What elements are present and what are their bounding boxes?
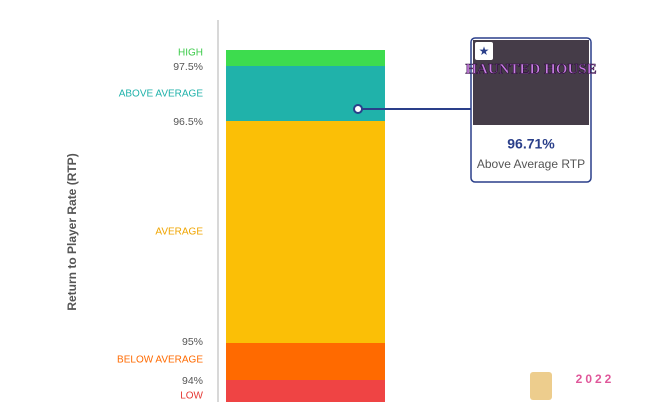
favorite-badge[interactable] (475, 42, 493, 60)
game-image-title: HAUNTED HOUSE (465, 61, 596, 77)
tick-label: 95% (182, 336, 203, 348)
rtp-caption: Above Average RTP (477, 157, 585, 171)
star-icon: ★ (479, 44, 490, 58)
band-label: BELOW AVERAGE (117, 355, 203, 366)
watermark-text: 2022 (576, 372, 615, 386)
tick-label: 96.5% (173, 116, 203, 128)
tick-label: 94% (182, 375, 203, 387)
tick-label: 97.5% (173, 61, 203, 73)
band-high (226, 50, 385, 66)
band-label: ABOVE AVERAGE (119, 89, 204, 100)
pointer-marker (353, 104, 363, 114)
band-below-average (226, 343, 385, 380)
band-average (226, 121, 385, 343)
band-low (226, 380, 385, 402)
rtp-value: 96.71% (507, 136, 555, 152)
y-axis-label: Return to Player Rate (RTP) (65, 153, 79, 310)
watermark-logo (530, 372, 552, 400)
band-label: LOW (180, 391, 203, 402)
band-label: AVERAGE (155, 227, 203, 238)
band-label: HIGH (178, 48, 203, 59)
